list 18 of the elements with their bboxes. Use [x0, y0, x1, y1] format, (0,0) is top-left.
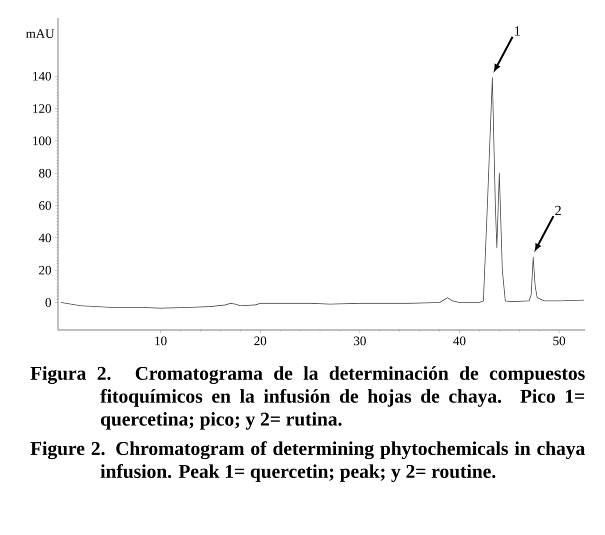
- y-tick-label: 100: [33, 136, 51, 146]
- caption: Figure 2. Chromatogram of determining phytochemicals in chaya infusion. Peak 1= quercetin; peak; y 2= routine.: [30, 441, 585, 482]
- y-tick-label: 120: [33, 104, 51, 113]
- x-tick-label: 40: [453, 336, 466, 346]
- annotation: 1: [514, 26, 520, 36]
- x-tick-label: 50: [553, 336, 566, 346]
- x-tick-label: 10: [155, 336, 167, 346]
- y-tick-label: 20: [39, 266, 51, 275]
- text: Figura 2. Cromatograma de la determinación de compuestos fitoquímicos en la infusión de hojas de chaya. Pico 1= quercetina; pico; y 2= rutina.: [30, 366, 585, 430]
- y-axis-title: mAU: [26, 29, 54, 38]
- x-tick-label: 30: [354, 336, 366, 346]
- annotation: 2: [555, 206, 561, 215]
- y-tick-label: 60: [39, 201, 51, 210]
- y-tick-label: 40: [38, 233, 51, 242]
- y-tick-label: 0: [46, 298, 51, 307]
- y-tick-label: 140: [33, 72, 51, 81]
- x-tick-label: 20: [254, 336, 266, 346]
- y-tick-label: 80: [39, 168, 51, 178]
